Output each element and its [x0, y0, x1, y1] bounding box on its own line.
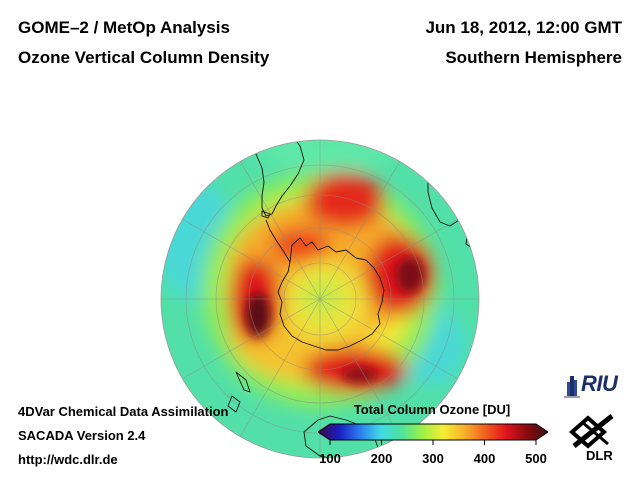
- colorbar-tick-label: 100: [319, 451, 341, 466]
- dlr-logo: DLR: [586, 448, 613, 463]
- colorbar-title: Total Column Ozone [DU]: [353, 402, 511, 417]
- hemisphere-label: Southern Hemisphere: [445, 48, 622, 67]
- method-label: 4DVar Chemical Data Assimilation: [18, 404, 229, 419]
- date-label: Jun 18, 2012, 12:00 GMT: [425, 18, 622, 37]
- dlr-logo-icon: [568, 414, 614, 449]
- version-label: SACADA Version 2.4: [18, 428, 146, 443]
- colorbar-tick-label: 500: [525, 451, 547, 466]
- colorbar-tick-label: 200: [370, 451, 393, 466]
- riu-logo-icon: [564, 376, 580, 398]
- graticule: [161, 140, 479, 458]
- colorbar: [318, 423, 548, 445]
- url-link[interactable]: http://wdc.dlr.de: [18, 452, 118, 467]
- colorbar-tick-label: 300: [422, 451, 444, 466]
- riu-logo: RIU: [581, 371, 618, 396]
- ozone-field: [161, 140, 479, 458]
- quantity-title: Ozone Vertical Column Density: [18, 48, 270, 67]
- colorbar-tick-label: 400: [473, 451, 496, 466]
- product-title: GOME–2 / MetOp Analysis: [18, 18, 230, 37]
